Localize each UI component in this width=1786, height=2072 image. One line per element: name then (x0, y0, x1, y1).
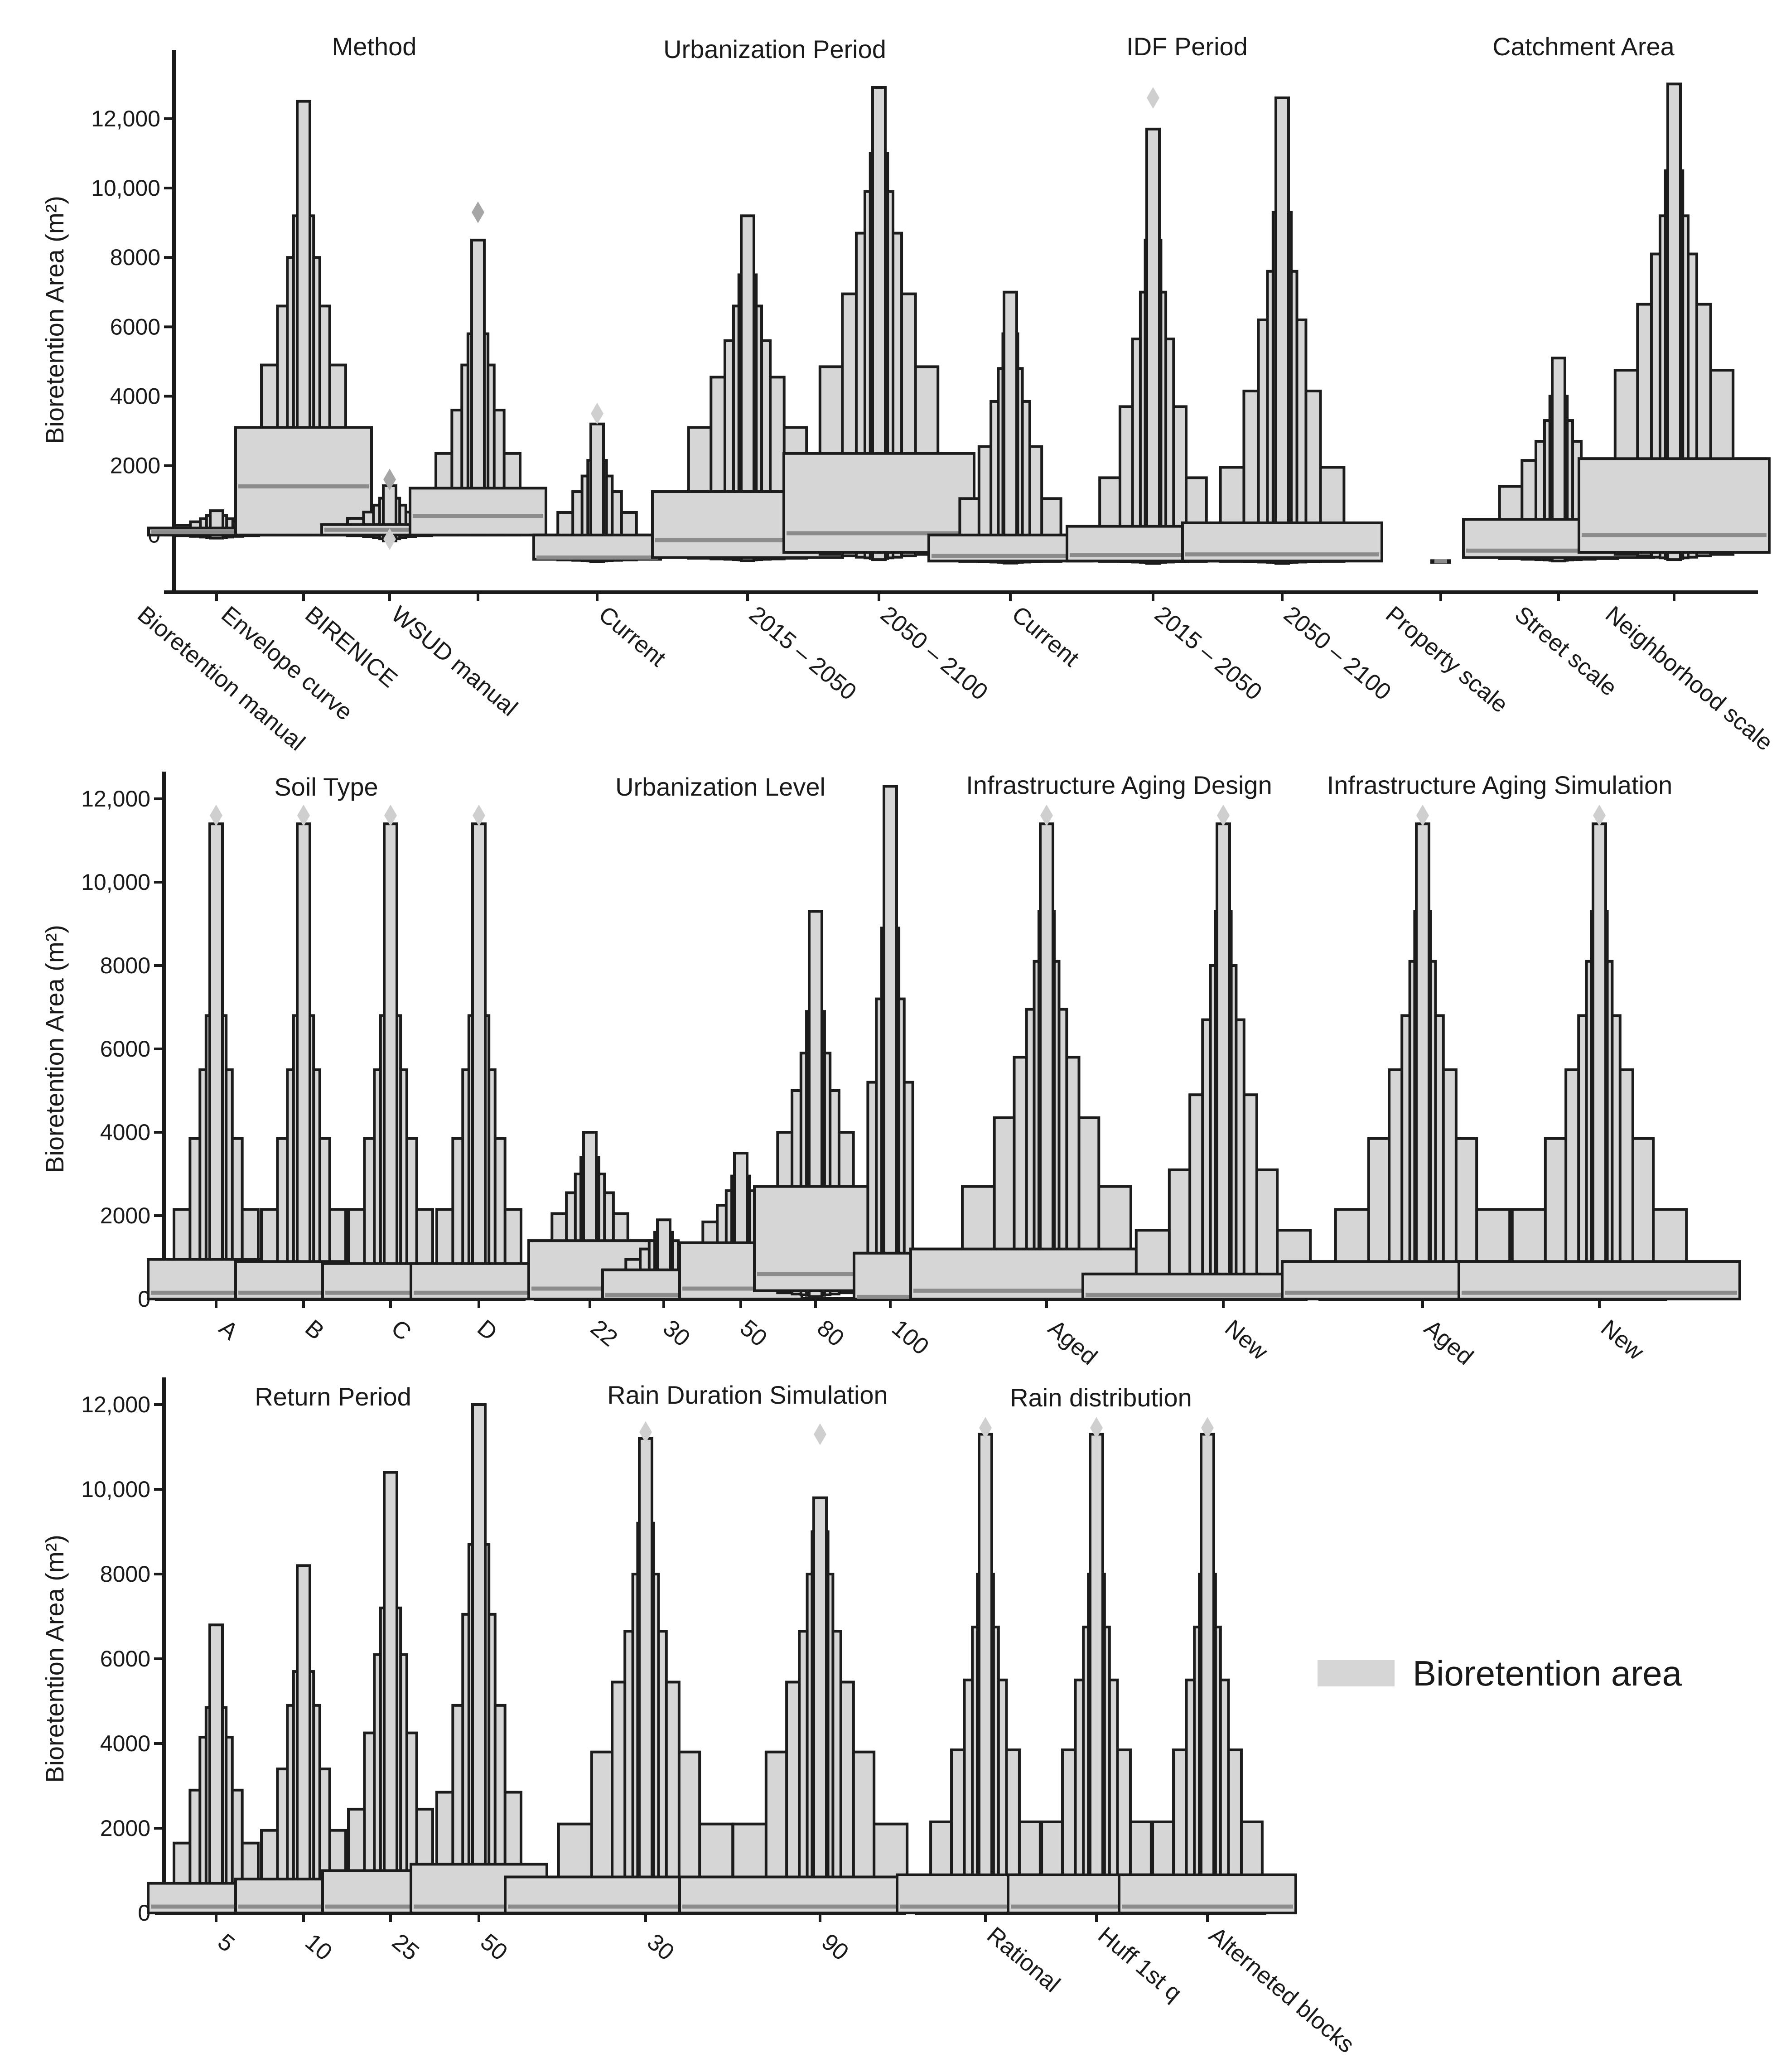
boxen-box (1592, 822, 1607, 1300)
y-tick-label: 8000 (100, 1561, 150, 1587)
legend-swatch (1318, 1660, 1395, 1686)
boxen-box (1003, 290, 1018, 565)
panel-title: Rain distribution (1010, 1383, 1192, 1412)
y-tick-label: 4000 (100, 1120, 150, 1145)
boxen-inner-box (1578, 457, 1771, 554)
y-axis-label: Bioretention Area (m²) (40, 196, 69, 444)
y-tick-label: 2000 (100, 1816, 150, 1841)
boxen-box (1216, 822, 1231, 1300)
boxen-box (1039, 822, 1054, 1300)
panel-title: Infrastructure Aging Design (966, 771, 1272, 799)
y-axis-label: Bioretention Area (m²) (40, 925, 69, 1173)
outlier-diamond (1593, 804, 1606, 826)
boxen-box (383, 1471, 398, 1915)
boxen-box (208, 1623, 224, 1914)
outlier-diamond (384, 804, 397, 826)
outlier-diamond (1040, 804, 1053, 826)
y-tick-label: 6000 (110, 314, 160, 339)
y-tick-label: 10,000 (91, 175, 160, 201)
panel-title: Soil Type (274, 773, 378, 801)
legend: Bioretention area (1318, 1653, 1682, 1693)
outlier-diamond (979, 1417, 992, 1439)
y-tick-label: 8000 (100, 953, 150, 978)
panel-9: Return Period0200040006000800010,00012,0… (40, 1377, 550, 1966)
outlier-diamond (383, 468, 396, 491)
y-tick-label: 4000 (110, 383, 160, 409)
y-tick-label: 10,000 (81, 1477, 150, 1502)
boxen-box (1274, 96, 1290, 565)
y-tick-label: 12,000 (91, 106, 160, 131)
outlier-diamond (383, 528, 396, 550)
outlier-diamond (814, 1423, 826, 1445)
panel-5: Soil Type0200040006000800010,00012,000Bi… (40, 772, 548, 1346)
boxen-box (812, 1496, 828, 1914)
boxen-box (470, 238, 486, 536)
outlier-diamond (1416, 804, 1429, 826)
y-tick-label: 12,000 (81, 786, 150, 811)
boxen-box (978, 1433, 993, 1914)
outlier-diamond (591, 402, 603, 425)
legend-label: Bioretention area (1413, 1653, 1682, 1693)
outlier-diamond (1217, 804, 1230, 826)
y-tick-label: 6000 (100, 1646, 150, 1671)
panel-title: Urbanization Period (663, 35, 886, 63)
boxen-box (296, 822, 311, 1300)
outlier-diamond (473, 804, 485, 826)
outlier-diamond (1147, 87, 1159, 109)
outlier-diamond (1201, 1417, 1214, 1439)
boxen-box (471, 1403, 487, 1914)
y-tick-label: 4000 (100, 1731, 150, 1756)
y-tick-label: 6000 (100, 1036, 150, 1062)
boxen-box (296, 1564, 311, 1915)
outlier-diamond (639, 1421, 652, 1443)
panels: Method0200040006000800010,00012,000Biore… (40, 32, 1778, 2058)
y-tick-label: 12,000 (81, 1392, 150, 1417)
panel-title: Return Period (255, 1382, 411, 1411)
boxen-box (638, 1437, 653, 1914)
outlier-diamond (297, 804, 310, 826)
boxen-box (383, 822, 398, 1300)
outlier-diamond (210, 804, 222, 826)
y-tick-label: 10,000 (81, 869, 150, 895)
y-tick-label: 2000 (100, 1203, 150, 1228)
y-tick-label: 8000 (110, 245, 160, 270)
boxen-box (1415, 822, 1430, 1300)
panel-title: Infrastructure Aging Simulation (1327, 771, 1673, 799)
outlier-diamond (472, 201, 484, 223)
boxen-box (471, 822, 487, 1300)
panel-title: Urbanization Level (615, 773, 825, 801)
boxen-box (208, 822, 224, 1300)
boxen-box (1200, 1433, 1215, 1914)
panel-title: IDF Period (1126, 32, 1248, 61)
outlier-diamond (1090, 1417, 1103, 1439)
panel-title: Method (332, 32, 417, 61)
boxen-box (883, 785, 898, 1300)
boxen-box (1145, 127, 1161, 565)
y-axis-label: Bioretention Area (m²) (40, 1535, 69, 1783)
panel-title: Catchment Area (1492, 32, 1675, 61)
boxen-inner-box (409, 487, 547, 536)
panel-title: Rain Duration Simulation (607, 1381, 888, 1409)
y-tick-label: 2000 (110, 453, 160, 478)
boxen-box (1089, 1433, 1104, 1914)
